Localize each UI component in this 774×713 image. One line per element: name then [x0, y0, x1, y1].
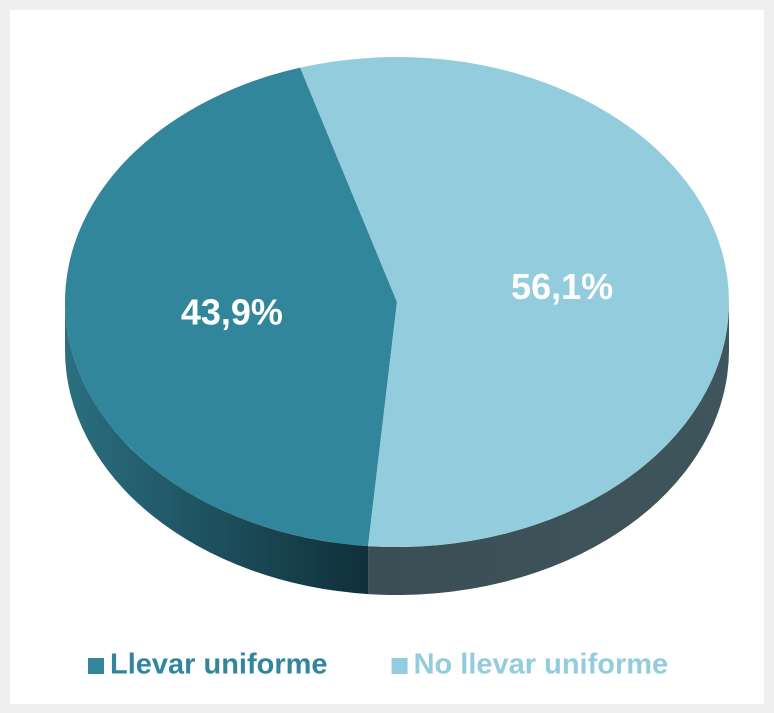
data-label: 56,1% — [511, 266, 613, 307]
legend-swatch — [88, 658, 104, 674]
slice — [300, 56, 730, 547]
slice-side — [368, 302, 729, 595]
legend-label: No llevar uniforme — [414, 649, 669, 681]
slice-side — [65, 302, 369, 595]
slice — [65, 67, 397, 547]
legend-swatch — [391, 658, 408, 674]
legend-label: Llevar uniforme — [110, 649, 328, 681]
data-label: 43,9% — [181, 291, 283, 332]
